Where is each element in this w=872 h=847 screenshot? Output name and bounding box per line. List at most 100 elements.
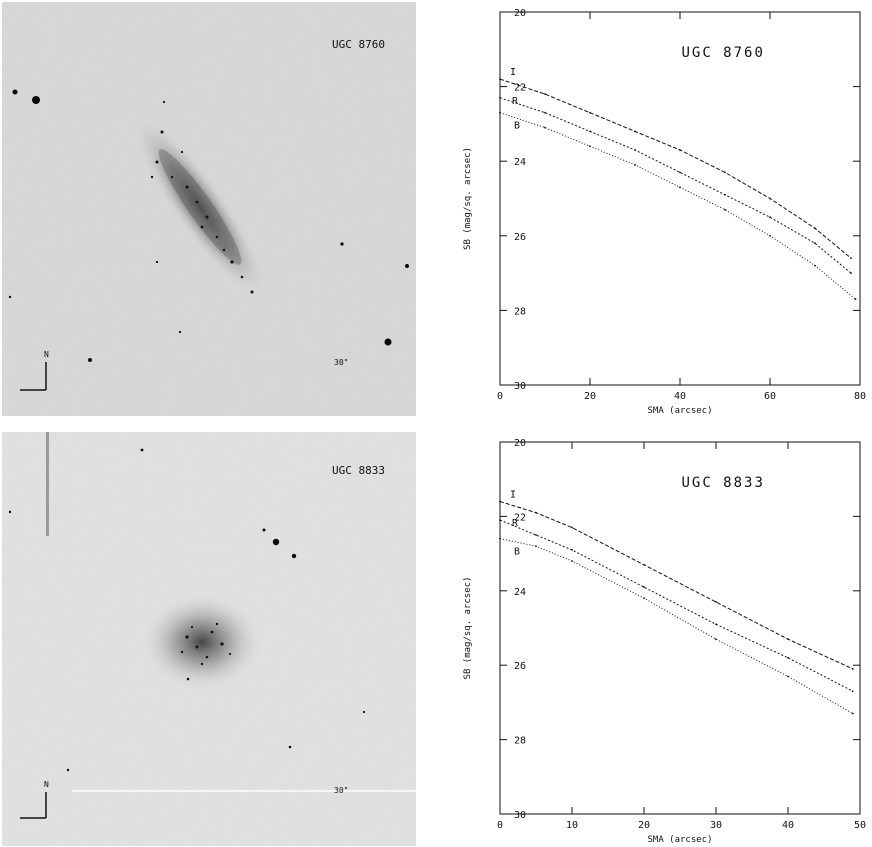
data-point-B [854, 298, 857, 301]
data-point-I [634, 130, 636, 133]
data-point-I [679, 149, 681, 151]
x-tick-label: 20 [638, 820, 650, 831]
y-tick-label: 28 [514, 306, 526, 317]
y-axis-title: SB (mag/sq. arcsec) [463, 147, 473, 250]
data-point-R [715, 623, 717, 626]
series-line-B [499, 112, 856, 300]
data-point-R [499, 96, 501, 99]
data-point-I [643, 563, 645, 566]
galaxy-knots [150, 100, 254, 294]
data-point-B [769, 234, 771, 237]
detector-seam [72, 790, 416, 792]
data-point-B [724, 208, 726, 211]
y-tick-label: 24 [514, 157, 526, 168]
galaxy-disk [140, 592, 264, 692]
field-stars [8, 89, 409, 362]
y-axis-title: SB (mag/sq. arcsec) [463, 577, 473, 680]
data-point-B [851, 712, 854, 715]
data-point-I [814, 227, 816, 230]
data-point-R [643, 586, 645, 588]
data-point-I [724, 171, 726, 174]
data-point-R [535, 534, 537, 536]
profile-plot-ugc8833: 0 10 20 30 40 50 20 22 24 26 28 30 SMA (arcsec) SB (m… [448, 430, 872, 847]
x-tick-label: 80 [854, 391, 866, 402]
galaxy-label: UGC 8760 [332, 38, 385, 51]
data-point-R [850, 272, 852, 274]
profile-plot-ugc8760: 0 20 40 60 80 20 22 24 26 28 30 SMA (arcsec) SB (mag… [448, 0, 872, 424]
x-axis-title: SMA (arcsec) [647, 406, 712, 416]
data-point-I [787, 638, 789, 641]
y-tick-label: 28 [514, 736, 526, 747]
series-label-B: B [514, 547, 520, 558]
data-point-I [544, 93, 546, 95]
profile-plot-ugc8833-svg: 0 10 20 30 40 50 20 22 24 26 28 30 SMA (arcsec) SB (m… [463, 438, 866, 845]
y-tick-label: 30 [514, 381, 526, 392]
data-point-B [544, 126, 546, 129]
x-tick-label: 10 [566, 820, 578, 831]
data-point-B [589, 145, 591, 148]
data-point-R [724, 193, 726, 196]
data-point-B [535, 545, 537, 548]
galaxy-image-ugc8760-svg [2, 2, 416, 416]
y-tick-label: 22 [514, 512, 526, 523]
data-point-B [643, 597, 645, 600]
galaxy-disk [133, 115, 267, 299]
data-point-I [589, 111, 591, 114]
data-point-B [571, 560, 573, 562]
detector-artifact [46, 432, 49, 536]
data-point-R [787, 656, 789, 659]
galaxy-image-ugc8833 [2, 432, 416, 846]
galaxy-knots [180, 622, 232, 681]
data-point-I [571, 526, 573, 529]
data-point-I [499, 500, 501, 503]
y-tick-label: 24 [514, 587, 526, 598]
compass-marker [20, 362, 47, 391]
x-tick-label: 40 [674, 391, 686, 402]
galaxy-image-ugc8760 [2, 2, 416, 416]
plot-title: UGC 8760 [681, 45, 764, 61]
x-tick-label: 60 [764, 391, 776, 402]
series-label-B: B [514, 121, 520, 132]
series-line-I [499, 78, 852, 259]
data-point-R [851, 690, 854, 693]
y-tick-label: 30 [514, 810, 526, 821]
series-label-R: R [512, 96, 519, 107]
series-label-I: I [510, 490, 516, 501]
compass-n-label: N [44, 780, 49, 789]
data-point-R [769, 216, 771, 219]
x-tick-label: 30 [710, 820, 722, 831]
x-axis-title: SMA (arcsec) [647, 835, 712, 845]
series-line-R [499, 519, 854, 692]
y-tick-label: 20 [514, 438, 526, 449]
data-point-R [499, 519, 501, 522]
data-point-R [634, 149, 636, 151]
compass-marker [20, 792, 47, 819]
data-point-R [679, 171, 681, 174]
data-point-I [851, 668, 854, 670]
data-point-R [814, 242, 816, 245]
y-tick-label: 26 [514, 232, 526, 243]
compass-n-label: N [44, 350, 49, 359]
data-point-I [499, 78, 501, 81]
x-tick-label: 40 [782, 820, 794, 831]
y-tick-label: 22 [514, 83, 526, 94]
data-point-R [571, 548, 573, 551]
series-label-I: I [510, 67, 516, 78]
data-point-R [589, 130, 591, 133]
data-point-R [544, 111, 546, 114]
plot-frame [499, 11, 861, 386]
galaxy-image-ugc8833-svg [2, 432, 416, 846]
data-point-B [499, 537, 501, 540]
x-tick-label: 0 [497, 820, 503, 831]
data-point-B [787, 675, 789, 678]
field-stars [8, 448, 366, 772]
data-point-I [715, 601, 717, 603]
galaxy-label: UGC 8833 [332, 464, 385, 477]
x-tick-label: 20 [584, 391, 596, 402]
galaxy-core [158, 149, 242, 265]
x-tick-label: 50 [854, 820, 866, 831]
y-tick-label: 20 [514, 8, 526, 19]
y-tick-label: 26 [514, 661, 526, 672]
x-tick-label: 0 [497, 391, 503, 402]
scale-label: 30" [334, 358, 349, 367]
